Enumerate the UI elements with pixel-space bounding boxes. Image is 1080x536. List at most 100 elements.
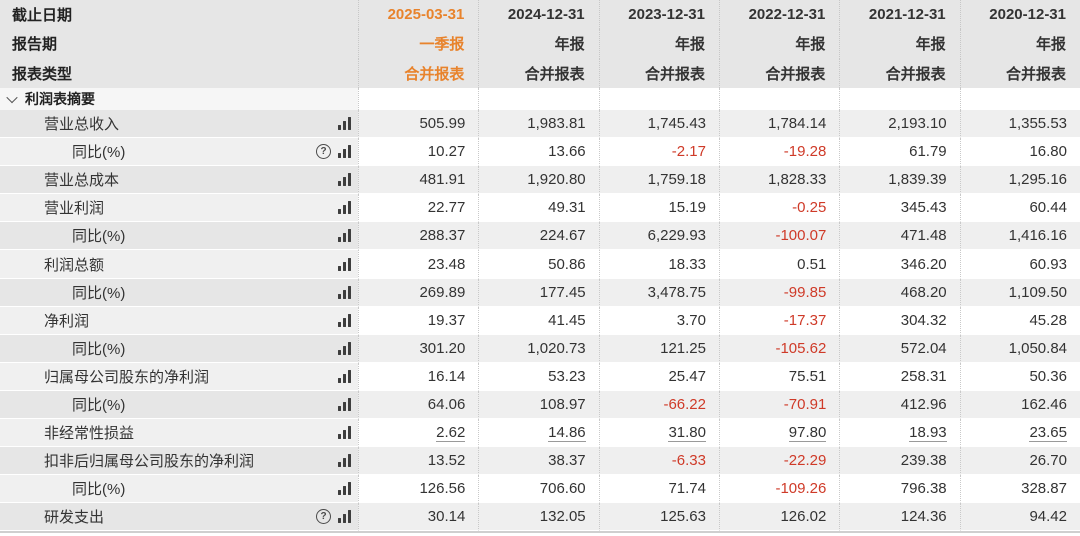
row-label-cell: 同比(%): [0, 278, 358, 307]
value-text[interactable]: 97.80: [788, 423, 827, 442]
value-cell: 125.63: [598, 503, 719, 532]
value-cell: 269.89: [358, 278, 479, 307]
bar-chart-icon[interactable]: [338, 145, 351, 159]
value-text: -70.91: [783, 395, 827, 413]
bar-chart-icon[interactable]: [338, 313, 351, 327]
table-row: 同比(%) 126.56 706.60 71.74 -109.26 796.38 328.8…: [0, 475, 1080, 504]
value-text[interactable]: 31.80: [668, 423, 706, 442]
value-text: 301.20: [419, 339, 466, 357]
row-icons: [338, 313, 351, 327]
row-label-cell: 同比(%): [0, 334, 358, 363]
value-text: 13.66: [548, 143, 586, 161]
value-text: 60.93: [1029, 255, 1067, 273]
value-text: 108.97: [539, 395, 586, 413]
bar-chart-icon[interactable]: [338, 482, 351, 496]
value-text: 345.43: [900, 199, 947, 217]
row-icons: [338, 397, 351, 411]
row-icons: [338, 173, 351, 187]
value-cell: 239.38: [839, 447, 960, 476]
value-text[interactable]: 23.65: [1029, 423, 1067, 442]
value-cell: -17.37: [719, 306, 840, 335]
bar-chart-icon[interactable]: [338, 285, 351, 299]
value-text[interactable]: 18.93: [909, 423, 947, 442]
value-cell: 26.70: [959, 447, 1080, 476]
value-cell: 121.25: [598, 334, 719, 363]
table-row: 利润总额 23.48 50.86 18.33 0.51 346.20 60.93: [0, 250, 1080, 279]
value-text: 2,193.10: [888, 115, 947, 133]
value-text: 162.46: [1021, 395, 1067, 413]
value-cell: 31.80: [598, 419, 719, 448]
value-text: 53.23: [548, 367, 586, 385]
row-label-cell: 营业总成本: [0, 166, 358, 195]
value-cell: 25.47: [598, 362, 719, 391]
bar-chart-icon[interactable]: [338, 454, 351, 468]
table-row: 同比(%) 64.06 108.97 -66.22 -70.91 412.96 162.46: [0, 390, 1080, 420]
value-text: -100.07: [775, 227, 827, 245]
value-text[interactable]: 2.62: [436, 423, 466, 442]
value-cell: 1,020.73: [478, 334, 599, 363]
table-row: 同比(%) 301.20 1,020.73 121.25 -105.62 572.04 1,…: [0, 334, 1080, 363]
value-cell: 1,355.53: [959, 109, 1080, 139]
value-text: 796.38: [900, 480, 947, 498]
table-header: 截止日期 2025-03-31 2024-12-31 2023-12-31 2022-1…: [0, 0, 1080, 88]
value-text: 288.37: [419, 227, 466, 245]
value-text: 304.32: [900, 311, 947, 329]
value-cell: 49.31: [478, 194, 599, 223]
bar-chart-icon[interactable]: [338, 173, 351, 187]
value-cell: -100.07: [719, 222, 840, 251]
value-text: 13.52: [427, 452, 466, 470]
bar-chart-icon[interactable]: [338, 229, 351, 243]
value-text: 177.45: [539, 283, 586, 301]
value-cell: 60.44: [959, 194, 1080, 223]
value-cell: -2.17: [598, 138, 719, 167]
bar-chart-icon[interactable]: [338, 397, 351, 411]
bar-chart-icon[interactable]: [338, 341, 351, 355]
table-row: 净利润 19.37 41.45 3.70 -17.37 304.32 45.28: [0, 306, 1080, 335]
value-text: 126.56: [419, 480, 466, 498]
value-text: 38.37: [548, 452, 586, 470]
value-cell: 481.91: [358, 166, 479, 195]
value-cell: 706.60: [478, 475, 599, 504]
value-text: 50.86: [548, 255, 586, 273]
value-cell: 124.36: [839, 503, 960, 532]
value-cell: 75.51: [719, 362, 840, 391]
header-value-cell: 年报: [719, 29, 839, 59]
header-row-label: 报表类型: [12, 65, 73, 83]
value-text: 50.36: [1029, 367, 1067, 385]
value-cell: 471.48: [839, 222, 960, 251]
section-spacer-cell: [358, 87, 479, 110]
bar-chart-icon[interactable]: [338, 510, 351, 524]
value-text: 61.79: [909, 143, 947, 161]
value-text: 481.91: [419, 171, 466, 189]
row-icons: ?: [316, 509, 351, 525]
row-label: 同比(%): [72, 228, 126, 246]
value-cell: 162.46: [959, 390, 1080, 420]
value-cell: 3.70: [598, 306, 719, 335]
value-cell: 258.31: [839, 362, 960, 391]
header-row-label: 报告期: [12, 36, 58, 54]
bar-chart-icon[interactable]: [338, 369, 351, 383]
value-cell: 61.79: [839, 138, 960, 167]
bar-chart-icon[interactable]: [338, 201, 351, 215]
value-cell: 1,784.14: [719, 109, 840, 139]
help-icon[interactable]: ?: [316, 144, 331, 160]
value-text[interactable]: 14.86: [548, 423, 586, 442]
bar-chart-icon[interactable]: [338, 117, 351, 131]
value-cell: 126.02: [719, 503, 840, 532]
value-cell: 18.93: [839, 419, 960, 448]
row-icons: [338, 454, 351, 468]
section-income-statement-summary[interactable]: 利润表摘要: [0, 87, 358, 110]
value-cell: 19.37: [358, 306, 479, 335]
value-text: 23.48: [427, 255, 466, 273]
value-cell: 328.87: [959, 475, 1080, 504]
row-label: 同比(%): [72, 396, 126, 414]
header-value-cell: 2022-12-31: [719, 0, 839, 30]
value-cell: 346.20: [839, 250, 960, 279]
value-cell: 53.23: [478, 362, 599, 391]
value-text: 1,983.81: [527, 115, 586, 133]
value-text: 125.63: [660, 508, 706, 526]
value-text: 1,784.14: [767, 115, 827, 133]
bar-chart-icon[interactable]: [338, 257, 351, 271]
help-icon[interactable]: ?: [316, 509, 331, 525]
bar-chart-icon[interactable]: [338, 426, 351, 440]
